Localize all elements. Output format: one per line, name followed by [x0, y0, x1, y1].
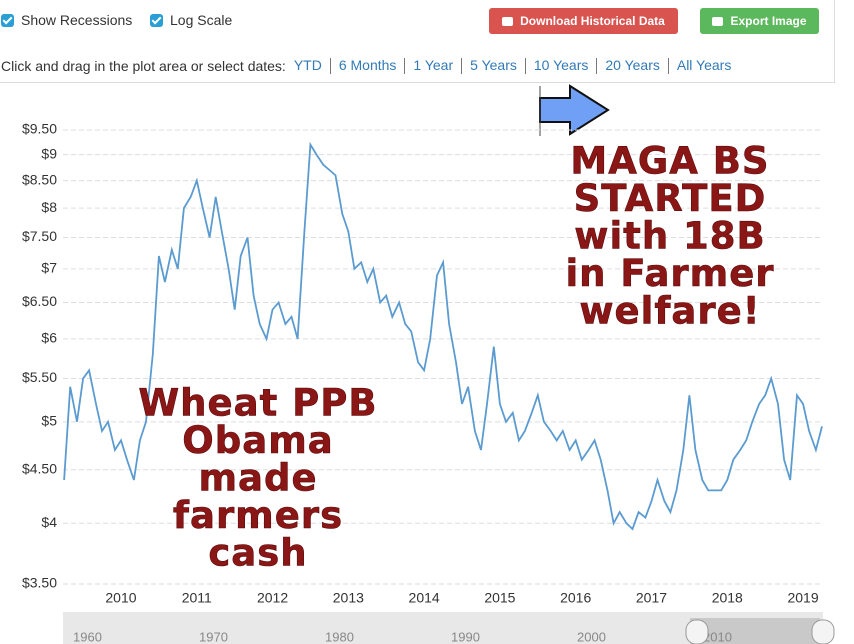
- annotation: STARTED: [574, 177, 767, 220]
- y-tick-label: $4.50: [22, 460, 57, 476]
- y-tick-label: $7.50: [22, 228, 57, 244]
- label: Export Image: [730, 14, 807, 28]
- y-tick-label: $4: [41, 514, 57, 530]
- log-toggle[interactable]: Log Scale: [150, 12, 232, 28]
- navigator-label: 1990: [451, 629, 480, 644]
- range-selector: Click and drag in the plot area or selec…: [1, 58, 739, 74]
- control-panel: Show Recessions Log Scale Download Histo…: [0, 0, 835, 83]
- y-tick-label: $5: [41, 413, 57, 429]
- range-link[interactable]: 1 Year: [404, 58, 461, 74]
- x-tick-label: 2015: [484, 590, 515, 606]
- y-tick-label: $6.50: [22, 293, 57, 309]
- prompt: Click and drag in the plot area or selec…: [1, 58, 286, 74]
- navigator-label: 1970: [199, 629, 228, 644]
- arrow: [539, 84, 610, 136]
- y-tick-label: $6: [41, 330, 57, 346]
- download-button[interactable]: Download Historical Data: [489, 8, 678, 34]
- navigator-handle: [811, 619, 835, 644]
- y-tick-label: $3.50: [22, 575, 57, 591]
- x-tick-label: 2011: [182, 590, 212, 606]
- navigator-label: 2010: [703, 629, 732, 644]
- x-tick-label: 2012: [257, 590, 288, 606]
- range-link[interactable]: 10 Years: [524, 58, 597, 74]
- price-line: [63, 141, 823, 531]
- navigator-label: 1980: [325, 629, 354, 644]
- x-tick-label: 2014: [409, 590, 440, 606]
- y-tick-label: $9: [41, 145, 57, 161]
- y-tick-label: $9.50: [22, 121, 57, 137]
- range-link[interactable]: All Years: [667, 58, 739, 74]
- annotation: in Farmer: [565, 252, 774, 295]
- annotation: made: [198, 457, 317, 500]
- y-tick-label: $5.50: [22, 369, 57, 385]
- range-link[interactable]: YTD: [293, 57, 322, 73]
- navigator-label: 1960: [73, 629, 102, 644]
- x-tick-label: 2010: [105, 590, 136, 606]
- y-tick-label: $8: [41, 199, 57, 215]
- label: Show Recessions: [21, 12, 133, 28]
- x-tick-label: 2017: [636, 590, 667, 606]
- range-link[interactable]: 6 Months: [329, 58, 405, 74]
- label: Log Scale: [170, 12, 233, 28]
- navigator-handle: [685, 619, 709, 644]
- annotation: MAGA BS: [570, 140, 769, 183]
- annotation: Obama: [182, 419, 333, 462]
- label: Download Historical Data: [520, 14, 665, 28]
- annotation: welfare!: [579, 290, 760, 333]
- export-button[interactable]: Export Image: [700, 8, 819, 34]
- navigator-window[interactable]: [690, 618, 820, 644]
- annotation: with 18B: [574, 215, 765, 258]
- range-link[interactable]: 5 Years: [461, 58, 525, 74]
- y-tick-label: $7: [41, 260, 57, 276]
- x-tick-label: 2016: [560, 590, 591, 606]
- x-tick-label: 2019: [787, 590, 818, 606]
- annotation: Wheat PPB: [138, 382, 377, 425]
- annotation: cash: [208, 532, 307, 575]
- range-link[interactable]: 20 Years: [596, 58, 668, 74]
- recessions-toggle[interactable]: Show Recessions: [1, 12, 132, 28]
- y-tick-label: $8.50: [22, 171, 57, 187]
- x-tick-label: 2018: [712, 590, 743, 606]
- navigator-label: 2000: [577, 629, 606, 644]
- x-tick-label: 2013: [333, 590, 364, 606]
- annotation: farmers: [173, 494, 343, 537]
